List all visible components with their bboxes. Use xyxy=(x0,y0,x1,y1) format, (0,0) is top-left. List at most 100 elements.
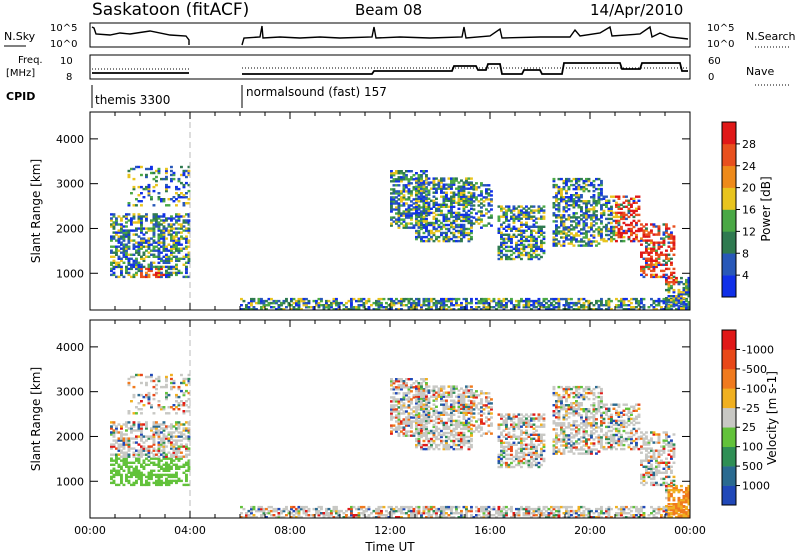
echo-cell xyxy=(267,509,271,513)
echo-cell xyxy=(442,205,446,208)
echo-cell xyxy=(537,253,541,257)
echo-cell xyxy=(627,207,631,210)
echo-cell xyxy=(605,516,608,519)
echo-cell xyxy=(170,465,173,468)
echo-cell xyxy=(667,237,671,240)
echo-cell xyxy=(367,514,371,517)
echo-cell xyxy=(422,207,426,210)
echo-cell xyxy=(565,192,568,195)
echo-cell xyxy=(260,505,263,509)
echo-cell xyxy=(565,228,568,231)
echo-cell xyxy=(685,291,688,294)
echo-cell xyxy=(125,251,128,254)
echo-cell xyxy=(652,273,656,277)
echo-cell xyxy=(582,514,586,517)
echo-cell xyxy=(145,271,148,275)
echo-cell xyxy=(152,235,156,238)
echo-cell xyxy=(517,299,521,303)
echo-cell xyxy=(422,231,426,235)
echo-cell xyxy=(655,308,658,311)
echo-cell xyxy=(632,209,636,213)
echo-cell xyxy=(397,418,401,421)
nsky-tick-top: 10^5 xyxy=(50,23,77,34)
echo-cell xyxy=(127,247,131,250)
echo-cell xyxy=(407,505,411,509)
echo-cell xyxy=(422,301,426,305)
echo-cell xyxy=(640,299,643,303)
echo-cell xyxy=(597,177,601,181)
echo-cell xyxy=(605,308,608,311)
echo-cell xyxy=(567,196,571,199)
echo-cell xyxy=(177,196,181,199)
echo-cell xyxy=(142,259,146,262)
echo-cell xyxy=(175,451,178,454)
echo-cell xyxy=(620,233,623,237)
echo-cell xyxy=(182,483,186,487)
echo-cell xyxy=(425,394,428,397)
echo-cell xyxy=(160,437,163,440)
echo-cell xyxy=(155,463,158,466)
echo-cell xyxy=(110,213,113,216)
echo-cell xyxy=(305,512,308,515)
echo-cell xyxy=(165,169,168,173)
echo-cell xyxy=(605,233,608,237)
echo-cell xyxy=(490,194,493,197)
echo-cell xyxy=(435,203,438,206)
echo-cell xyxy=(520,231,523,234)
echo-cell xyxy=(172,379,176,383)
echo-cell xyxy=(505,209,508,212)
echo-cell xyxy=(405,222,408,225)
echo-cell xyxy=(437,209,441,213)
echo-cell xyxy=(155,175,158,179)
echo-cell xyxy=(152,439,156,442)
echo-cell xyxy=(575,181,578,185)
echo-cell xyxy=(312,308,316,311)
echo-cell xyxy=(167,204,171,207)
echo-cell xyxy=(172,200,176,203)
echo-cell xyxy=(612,219,616,223)
echo-cell xyxy=(522,245,526,249)
echo-cell xyxy=(120,467,123,470)
echo-cell xyxy=(492,514,496,517)
echo-cell xyxy=(607,299,611,303)
echo-cell xyxy=(462,195,466,198)
echo-cell xyxy=(127,259,131,262)
echo-cell xyxy=(305,297,308,301)
echo-cell xyxy=(637,299,641,303)
echo-cell xyxy=(475,308,478,311)
echo-cell xyxy=(475,509,478,513)
echo-cell xyxy=(660,241,663,244)
echo-cell xyxy=(172,239,176,242)
echo-cell xyxy=(642,306,646,309)
echo-cell xyxy=(140,373,143,377)
echo-cell xyxy=(500,306,503,309)
echo-cell xyxy=(642,512,646,515)
echo-cell xyxy=(157,431,161,434)
echo-cell xyxy=(157,465,161,468)
echo-cell xyxy=(437,187,441,190)
echo-cell xyxy=(602,195,606,198)
echo-cell xyxy=(622,221,626,225)
echo-cell xyxy=(410,422,413,425)
echo-cell xyxy=(150,267,153,271)
echo-cell xyxy=(115,249,118,252)
echo-cell xyxy=(115,251,118,254)
echo-cell xyxy=(335,509,338,513)
echo-cell xyxy=(162,213,166,216)
echo-cell xyxy=(150,435,153,438)
echo-cell xyxy=(170,239,173,242)
echo-cell xyxy=(155,483,158,487)
echo-cell xyxy=(445,304,448,307)
echo-cell xyxy=(655,251,658,254)
echo-cell xyxy=(455,505,458,509)
echo-cell xyxy=(667,267,671,271)
echo-cell xyxy=(467,203,471,206)
echo-cell xyxy=(355,516,358,519)
echo-cell xyxy=(415,297,418,301)
echo-cell xyxy=(592,202,596,205)
echo-cell xyxy=(565,507,568,511)
echo-cell xyxy=(415,221,418,225)
echo-cell xyxy=(445,233,448,237)
echo-cell xyxy=(130,239,133,242)
echo-cell xyxy=(117,249,121,252)
